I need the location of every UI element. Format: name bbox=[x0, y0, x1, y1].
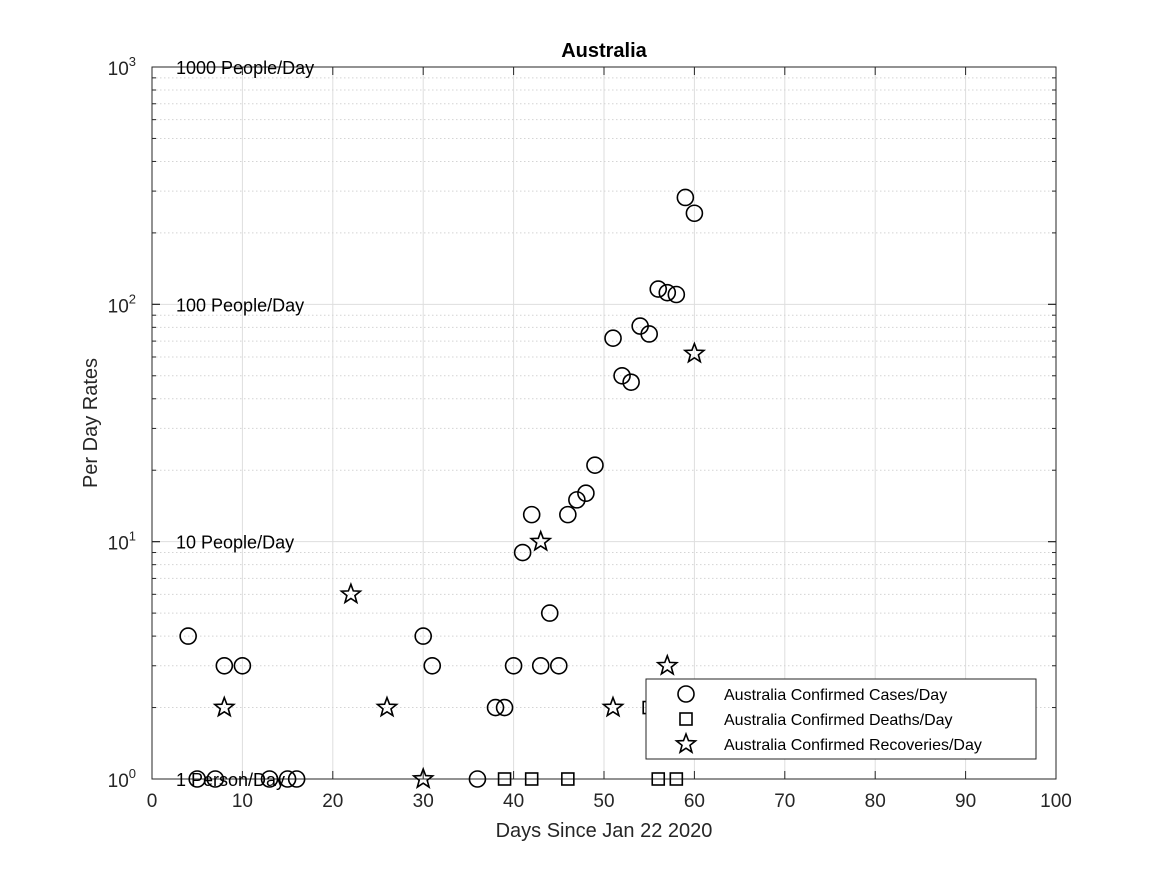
data-point bbox=[669, 772, 684, 786]
data-point bbox=[278, 770, 297, 788]
x-tick-label: 90 bbox=[955, 791, 976, 812]
y-tick-label: 100 bbox=[108, 766, 136, 792]
data-point bbox=[522, 505, 541, 524]
data-point bbox=[676, 188, 695, 207]
legend: Australia Confirmed Cases/Day Australia C… bbox=[645, 678, 1037, 760]
x-tick-label: 100 bbox=[1040, 791, 1072, 812]
data-point bbox=[667, 285, 686, 304]
legend-marker bbox=[677, 685, 695, 703]
data-point bbox=[529, 529, 553, 552]
x-tick-label: 30 bbox=[413, 791, 434, 812]
data-point bbox=[513, 543, 532, 562]
data-point bbox=[188, 770, 206, 788]
legend-marker bbox=[674, 731, 698, 754]
reference-label: 1000 People/Day bbox=[176, 58, 314, 78]
legend-entry: Australia Confirmed Cases/Day bbox=[724, 687, 947, 704]
x-tick-label: 0 bbox=[147, 791, 158, 812]
tick-marks bbox=[151, 66, 1057, 780]
data-point bbox=[586, 456, 604, 474]
data-point bbox=[287, 770, 306, 788]
data-point bbox=[685, 204, 704, 223]
y-axis-label: Per Day Rates bbox=[80, 358, 102, 488]
data-point bbox=[524, 772, 539, 786]
x-axis-label: Days Since Jan 22 2020 bbox=[496, 820, 713, 842]
legend-entry: Australia Confirmed Deaths/Day bbox=[724, 712, 953, 729]
y-tick-label: 103 bbox=[108, 54, 136, 80]
series-3 bbox=[212, 341, 707, 789]
data-point bbox=[549, 656, 568, 675]
x-tick-label: 50 bbox=[593, 791, 614, 812]
data-point bbox=[649, 280, 668, 298]
data-point bbox=[561, 772, 575, 786]
data-point bbox=[622, 373, 640, 391]
data-point bbox=[375, 695, 399, 718]
data-point bbox=[215, 656, 234, 675]
data-point bbox=[601, 695, 625, 718]
data-point bbox=[414, 627, 433, 645]
data-point bbox=[411, 766, 435, 789]
data-marks bbox=[179, 188, 707, 789]
x-tick-label: 80 bbox=[865, 791, 886, 812]
x-tick-label: 60 bbox=[684, 791, 705, 812]
legend-box bbox=[645, 678, 1037, 760]
reference-label: 100 People/Day bbox=[176, 295, 304, 315]
grid bbox=[152, 67, 1056, 779]
chart-title: Australia bbox=[561, 40, 647, 62]
x-tick-label: 10 bbox=[232, 791, 253, 812]
data-point bbox=[486, 698, 505, 717]
data-point bbox=[682, 341, 707, 364]
data-point bbox=[559, 505, 577, 524]
data-point bbox=[531, 656, 550, 675]
reference-label: 10 People/Day bbox=[176, 533, 294, 553]
x-tick-label: 40 bbox=[503, 791, 524, 812]
reference-labels: 1000 People/Day 100 People/Day 10 People/D… bbox=[176, 58, 314, 790]
legend-marker bbox=[679, 712, 693, 726]
data-point bbox=[577, 484, 595, 503]
data-point bbox=[540, 604, 559, 622]
data-point bbox=[504, 656, 523, 675]
data-point bbox=[655, 653, 679, 676]
tick-labels: 0 10 20 30 40 50 60 70 80 90 100 100 101 102 103 bbox=[108, 54, 1072, 812]
data-point bbox=[423, 656, 442, 675]
data-point bbox=[468, 770, 487, 788]
data-point bbox=[604, 329, 622, 347]
legend-entry: Australia Confirmed Recoveries/Day bbox=[724, 737, 982, 754]
data-point bbox=[613, 366, 631, 385]
y-tick-label: 101 bbox=[108, 529, 136, 555]
series-1 bbox=[179, 188, 704, 788]
data-point bbox=[212, 695, 236, 718]
data-point bbox=[568, 491, 586, 509]
x-tick-label: 20 bbox=[322, 791, 343, 812]
data-point bbox=[206, 770, 225, 788]
data-point bbox=[651, 772, 666, 786]
x-tick-label: 70 bbox=[774, 791, 795, 812]
data-point bbox=[339, 582, 363, 605]
data-point bbox=[260, 770, 279, 788]
data-point bbox=[658, 283, 677, 302]
data-point bbox=[179, 627, 197, 645]
data-point bbox=[497, 772, 512, 786]
data-point bbox=[233, 656, 252, 675]
y-tick-label: 102 bbox=[108, 291, 136, 317]
data-point bbox=[640, 325, 659, 343]
data-point bbox=[495, 698, 514, 717]
